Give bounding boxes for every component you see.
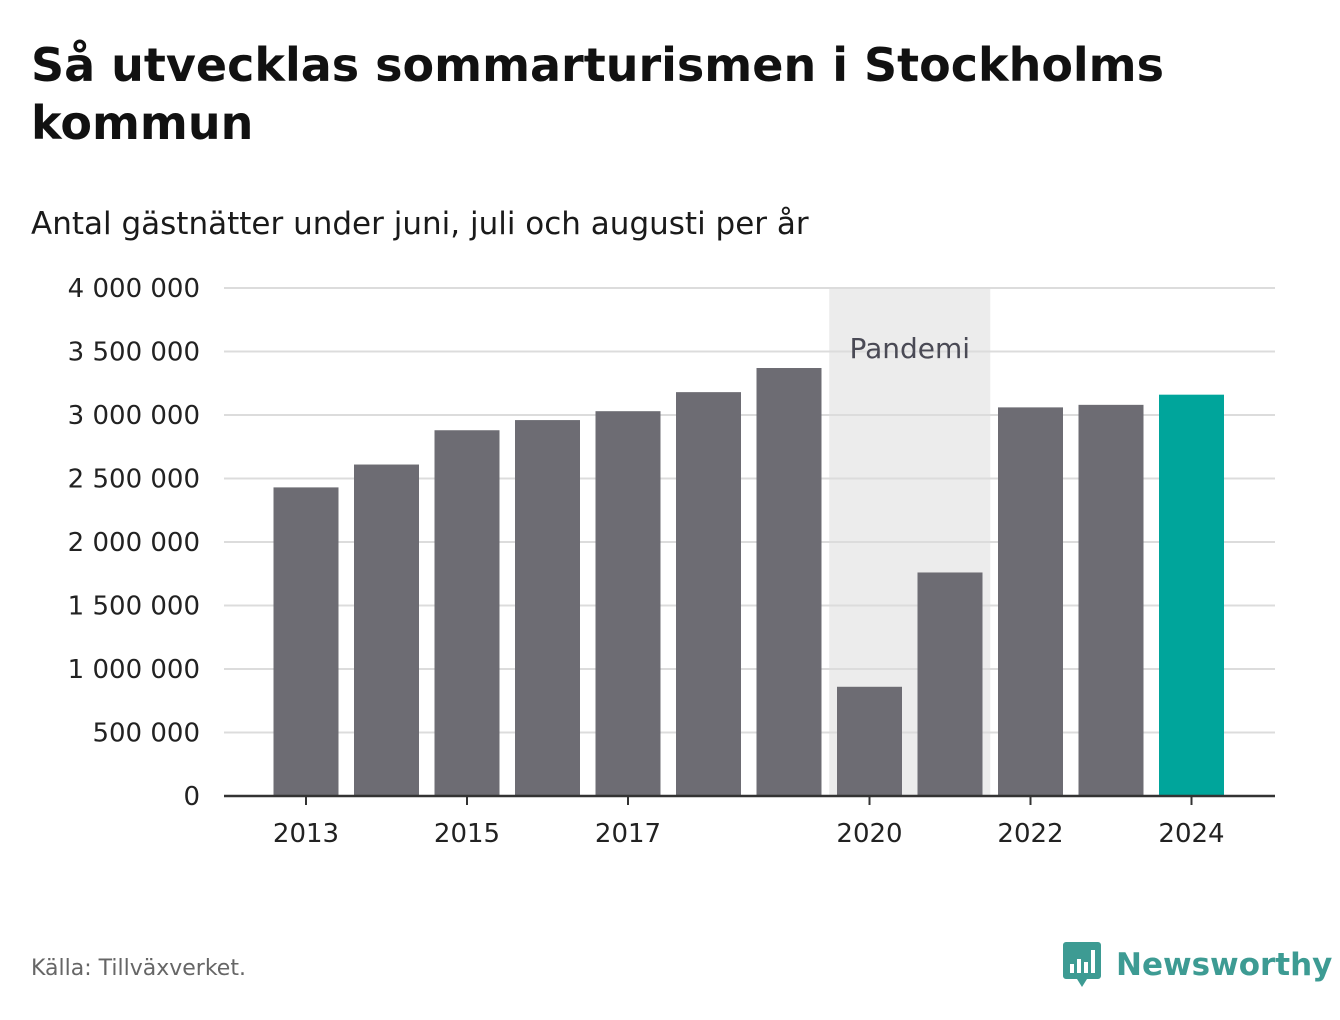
y-tick-label: 500 000 — [92, 719, 200, 749]
bar[interactable] — [1078, 404, 1144, 796]
y-tick-label: 1 500 000 — [68, 592, 200, 622]
y-tick-label: 2 500 000 — [68, 465, 200, 495]
bar[interactable] — [676, 392, 741, 796]
y-tick-label: 3 500 000 — [68, 338, 200, 368]
bar[interactable] — [756, 368, 822, 796]
bar[interactable] — [595, 411, 661, 796]
brand-name: Newsworthy — [1116, 947, 1333, 983]
x-tick-label: 2017 — [595, 819, 661, 849]
bar[interactable] — [837, 686, 902, 796]
y-tick-label: 1 000 000 — [68, 655, 200, 685]
y-tick-label: 4 000 000 — [68, 274, 200, 304]
bar[interactable] — [273, 487, 339, 796]
x-tick-label: 2022 — [997, 819, 1063, 849]
y-tick-label: 0 — [183, 782, 200, 812]
source-note: Källa: Tillväxverket. — [31, 956, 246, 981]
x-tick-label: 2013 — [273, 819, 339, 849]
bar-chart: Pandemi 0 500 000 1 000 000 1 500 000 2 000 0… — [68, 274, 1275, 849]
bar[interactable] — [515, 420, 580, 796]
chart-title: Så utvecklas sommarturismen i Stockholms… — [31, 38, 1164, 150]
x-tick-label: 2024 — [1158, 819, 1224, 849]
y-tick-label: 3 000 000 — [68, 401, 200, 431]
y-tick-label: 2 000 000 — [68, 528, 200, 558]
pandemic-label: Pandemi — [849, 332, 970, 365]
bar[interactable] — [354, 464, 419, 796]
brand-logo[interactable]: Newsworthy — [1062, 940, 1332, 990]
chart-subtitle: Antal gästnätter under juni, juli och au… — [31, 206, 809, 242]
bar-chart-speech-bubble-icon — [1063, 942, 1101, 987]
x-tick-label: 2020 — [836, 819, 902, 849]
bar-highlighted[interactable] — [1159, 394, 1224, 796]
bar[interactable] — [434, 430, 500, 796]
x-tick-label: 2015 — [434, 819, 500, 849]
bar[interactable] — [998, 407, 1063, 796]
bar[interactable] — [917, 572, 983, 796]
